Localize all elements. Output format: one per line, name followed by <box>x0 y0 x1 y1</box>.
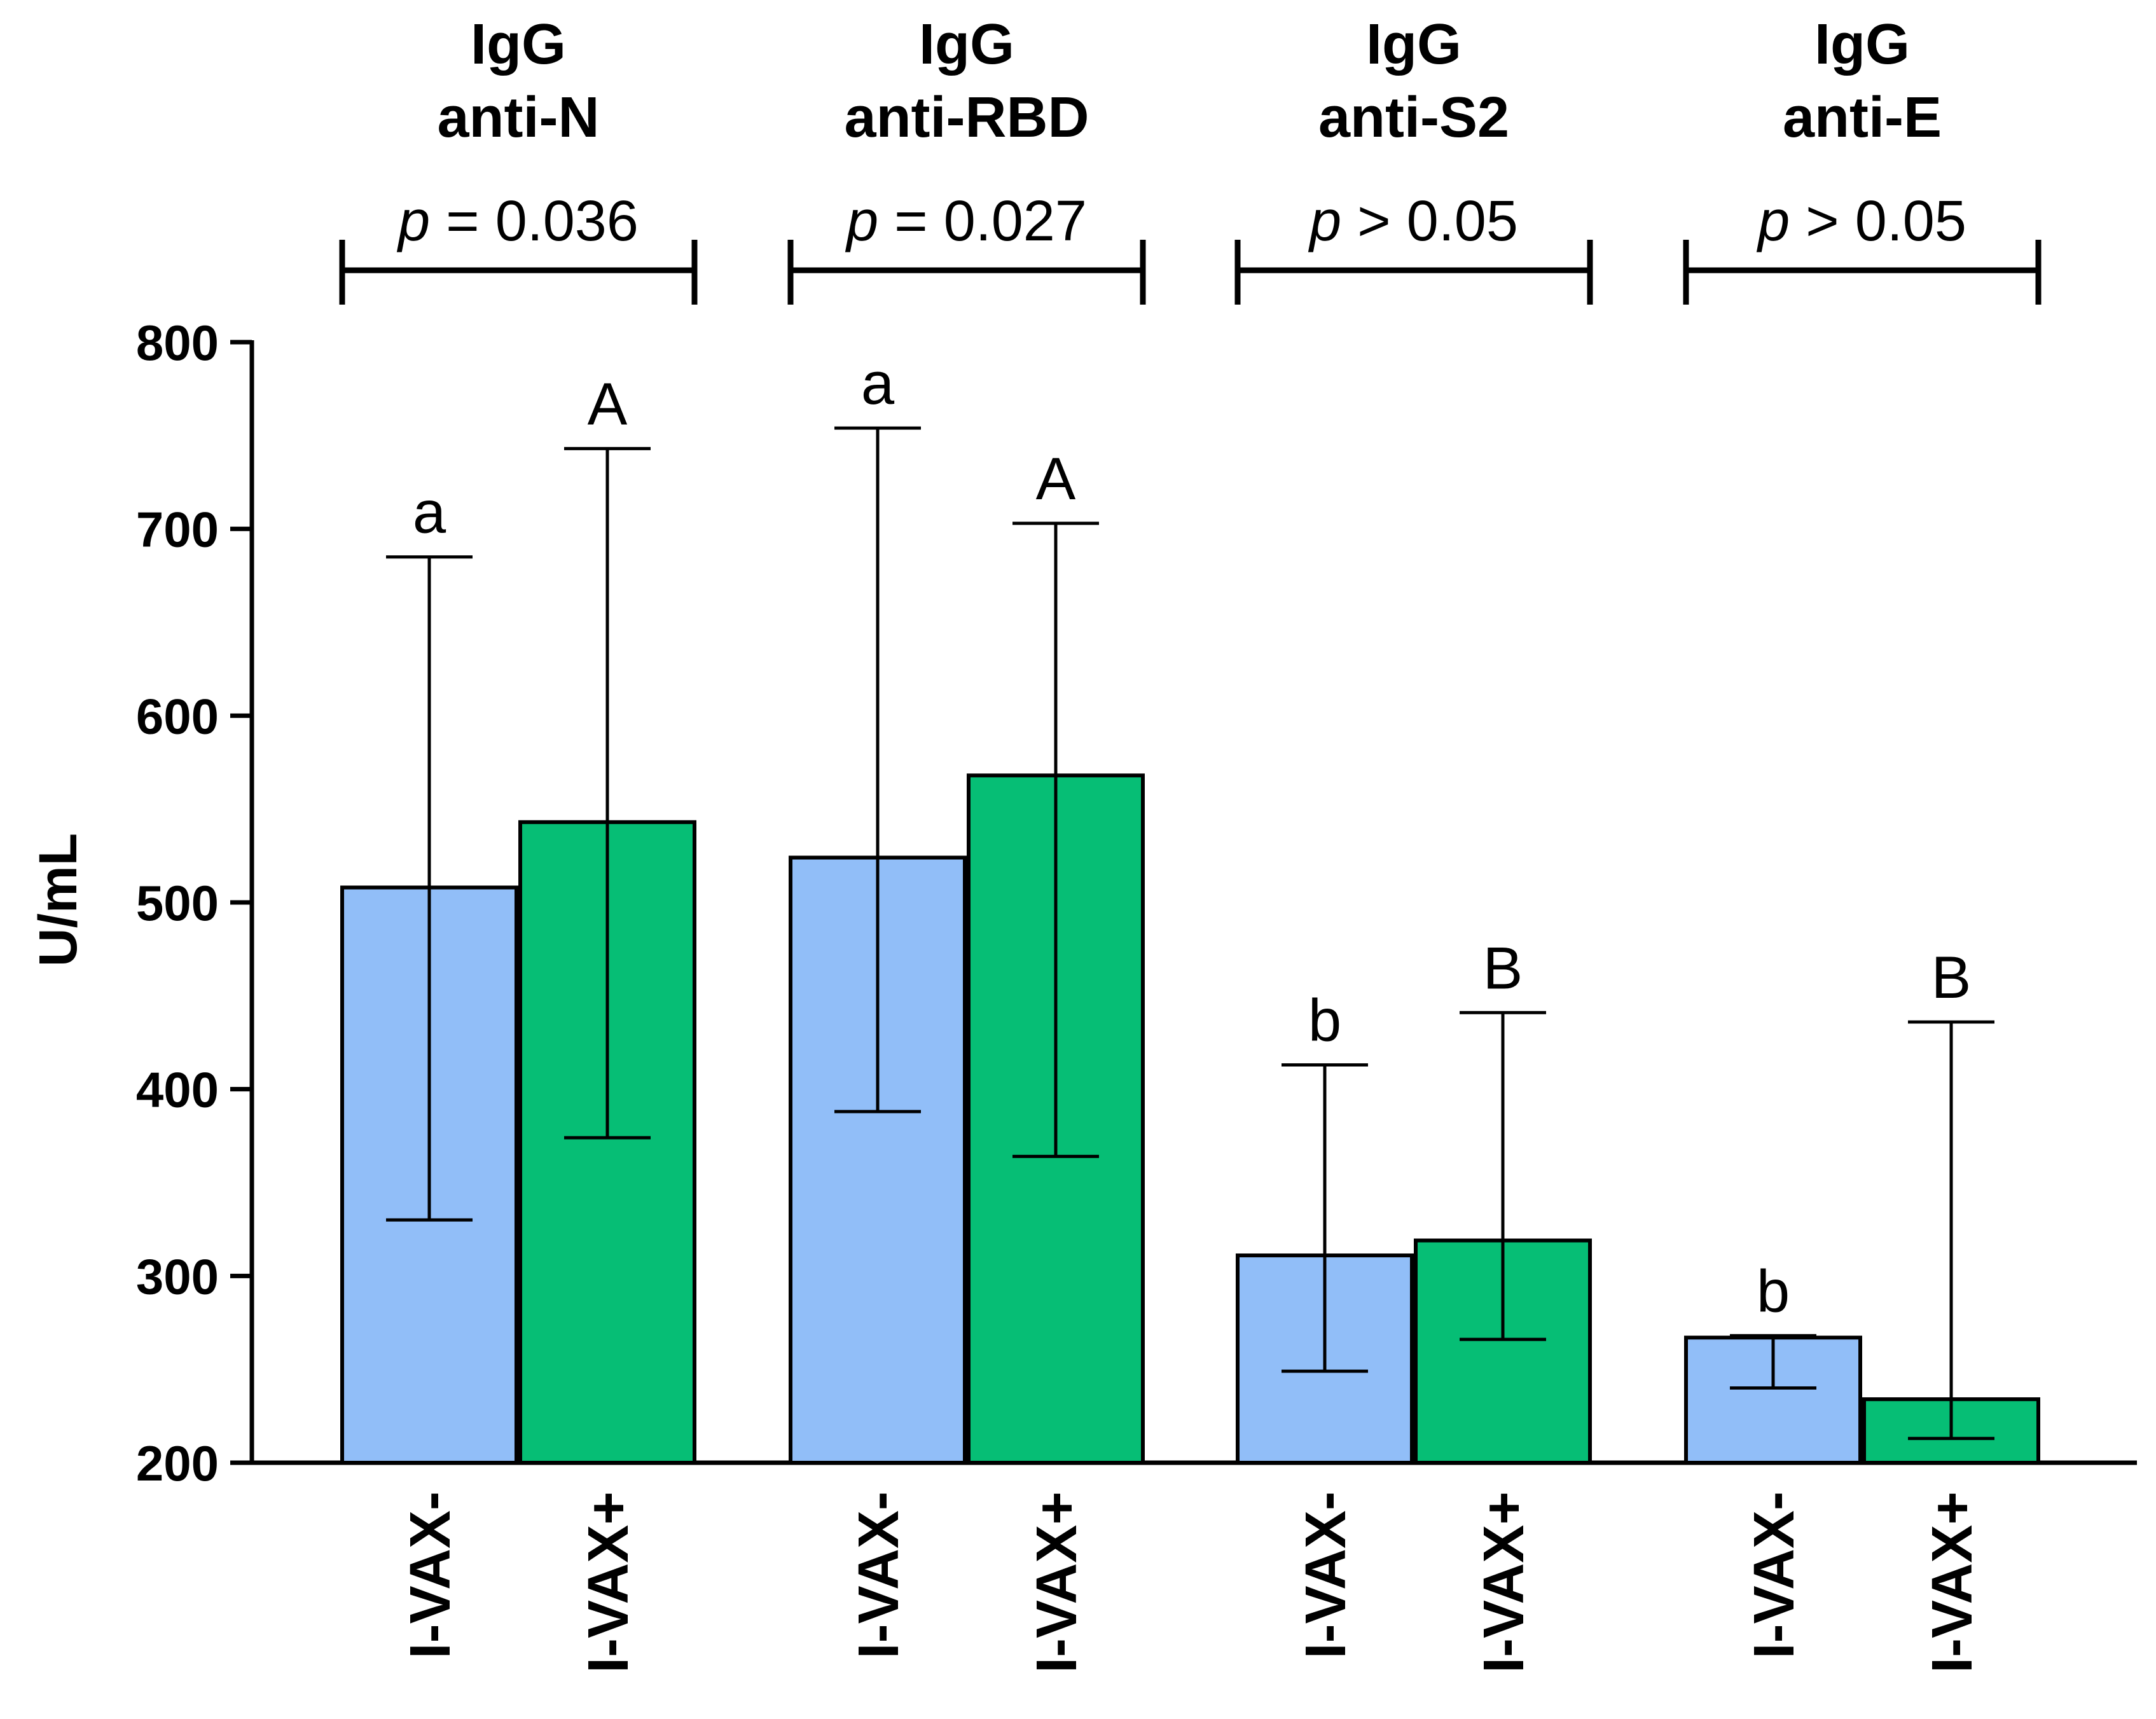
group-title-line2: anti-RBD <box>845 86 1089 149</box>
group-title-line1: IgG <box>1366 13 1462 76</box>
p-value-label: p = 0.027 <box>845 190 1087 253</box>
p-value-text: > 0.05 <box>1790 190 1966 253</box>
p-value-text: = 0.027 <box>878 190 1087 253</box>
group-title-line2: anti-N <box>438 86 600 149</box>
p-value-label: p > 0.05 <box>1756 190 1966 253</box>
significance-letter: B <box>1483 934 1523 1001</box>
group-title-line1: IgG <box>1814 13 1910 76</box>
y-tick-label: 800 <box>136 315 219 371</box>
group-title-line1: IgG <box>471 13 566 76</box>
p-symbol: p <box>845 190 878 253</box>
significance-letter: b <box>1308 986 1341 1053</box>
p-symbol: p <box>396 190 430 253</box>
significance-letter: B <box>1931 944 1972 1011</box>
p-value-label: p = 0.036 <box>396 190 639 253</box>
category-label: I-VAX- <box>1294 1491 1358 1659</box>
significance-letter: a <box>861 350 895 417</box>
significance-letter: b <box>1757 1257 1790 1324</box>
group-title-line2: anti-E <box>1783 86 1942 149</box>
category-label: I-VAX- <box>847 1491 911 1659</box>
group-title-line1: IgG <box>919 13 1014 76</box>
p-value-label: p > 0.05 <box>1308 190 1518 253</box>
category-label: I-VAX+ <box>577 1491 640 1673</box>
significance-letter: a <box>413 479 446 546</box>
category-label: I-VAX+ <box>1921 1491 1984 1673</box>
category-label: I-VAX- <box>399 1491 462 1659</box>
category-label: I-VAX- <box>1743 1491 1806 1659</box>
category-label: I-VAX+ <box>1472 1491 1536 1673</box>
group-title-line2: anti-S2 <box>1318 86 1509 149</box>
significance-letter: A <box>588 370 628 437</box>
bar <box>518 820 696 1465</box>
y-tick-label: 600 <box>136 688 219 744</box>
y-tick-label: 500 <box>136 875 219 931</box>
y-axis-label: U/mL <box>28 833 88 967</box>
category-label: I-VAX+ <box>1025 1491 1089 1673</box>
bars <box>340 426 2040 1465</box>
p-symbol: p <box>1308 190 1341 253</box>
y-tick-label: 700 <box>136 502 219 558</box>
axes: 200 300 400 500 600 700 800 <box>136 315 2137 1491</box>
y-tick-label: 200 <box>136 1435 219 1491</box>
y-tick-label: 400 <box>136 1062 219 1118</box>
p-value-text: > 0.05 <box>1341 190 1518 253</box>
p-symbol: p <box>1756 190 1790 253</box>
significance-letter: A <box>1036 445 1076 512</box>
p-value-text: = 0.036 <box>430 190 639 253</box>
y-tick-label: 300 <box>136 1248 219 1304</box>
